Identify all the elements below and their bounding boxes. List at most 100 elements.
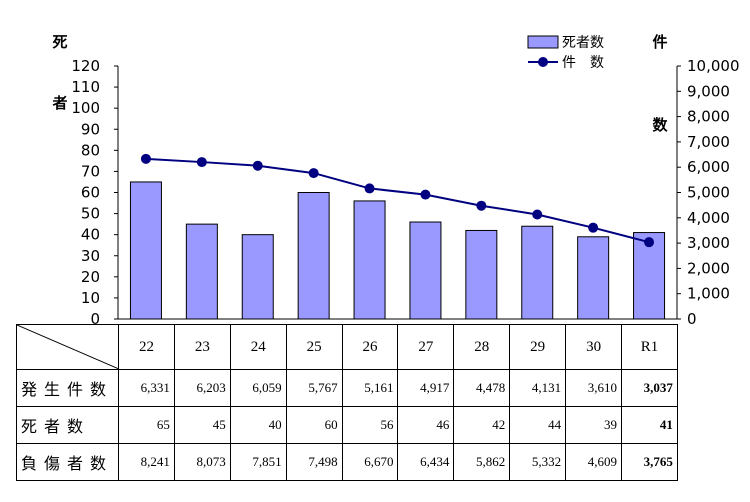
table-cell: 5,862 bbox=[453, 443, 511, 481]
bar bbox=[465, 229, 498, 320]
table-cell: 42 bbox=[453, 406, 511, 444]
left-tick-label: 10 bbox=[81, 289, 100, 307]
bar bbox=[297, 192, 330, 320]
right-tick-label: 5,000 bbox=[687, 184, 730, 202]
left-tick-label: 40 bbox=[81, 226, 100, 244]
legend-bar-label: 死者数 bbox=[562, 35, 604, 51]
chart-area: 0 10 20 30 40 50 60 70 80 90 100 110 120 0 1,000 2,000… bbox=[52, 33, 740, 325]
table-cell: 8,241 bbox=[118, 443, 175, 481]
table-cell: 65 bbox=[118, 406, 175, 444]
table-year-header: 27 bbox=[397, 324, 455, 370]
right-tick-label: 3,000 bbox=[687, 234, 730, 252]
right-tick-label: 6,000 bbox=[687, 158, 730, 176]
left-tick-label: 60 bbox=[81, 184, 100, 202]
table-year-header: 29 bbox=[509, 324, 567, 370]
table-row-label: 負傷者数 bbox=[16, 443, 119, 481]
table-cell: 46 bbox=[397, 406, 455, 444]
table-cell: 5,161 bbox=[341, 369, 399, 407]
table-cell: 41 bbox=[621, 406, 678, 444]
left-axis-ticks: 0 10 20 30 40 50 60 70 80 90 100 110 120 bbox=[71, 57, 118, 325]
bar bbox=[241, 234, 274, 320]
bar bbox=[129, 181, 162, 320]
bar bbox=[185, 223, 218, 320]
table-cell: 6,331 bbox=[118, 369, 175, 407]
table-year-header: 30 bbox=[565, 324, 623, 370]
line-point bbox=[588, 222, 599, 233]
left-tick-label: 20 bbox=[81, 268, 100, 286]
right-tick-label: 2,000 bbox=[687, 259, 730, 277]
table-row: 発生件数 6,331 6,203 6,059 5,767 5,161 4,917 4,478 4… bbox=[16, 369, 678, 407]
left-tick-label: 50 bbox=[81, 205, 100, 223]
table-cell: 7,498 bbox=[285, 443, 343, 481]
left-tick-label: 0 bbox=[90, 310, 100, 325]
table-cell: 44 bbox=[509, 406, 567, 444]
legend-line-marker bbox=[538, 57, 548, 67]
bar bbox=[577, 236, 610, 320]
right-tick-label: 0 bbox=[687, 310, 697, 325]
table-cell: 6,059 bbox=[229, 369, 287, 407]
table-cell: 39 bbox=[565, 406, 623, 444]
line-group bbox=[140, 153, 655, 248]
line-point bbox=[140, 153, 151, 164]
table-cell: 5,332 bbox=[509, 443, 567, 481]
line-point bbox=[196, 157, 207, 168]
table-cell: 4,917 bbox=[397, 369, 455, 407]
right-tick-label: 10,000 bbox=[687, 57, 740, 75]
table-year-header: 23 bbox=[173, 324, 231, 370]
left-tick-label: 100 bbox=[71, 99, 100, 117]
left-tick-label: 80 bbox=[81, 141, 100, 159]
left-tick-label: 110 bbox=[71, 78, 100, 96]
legend-bar-swatch bbox=[527, 35, 559, 49]
line-point bbox=[644, 237, 655, 248]
left-tick-label: 120 bbox=[71, 57, 100, 75]
table-year-header: 24 bbox=[229, 324, 287, 370]
table-year-header: 26 bbox=[341, 324, 399, 370]
table-row: 死者数 65 45 40 60 56 46 42 44 39 41 bbox=[16, 406, 678, 444]
table-cell: 8,073 bbox=[173, 443, 231, 481]
table-cell: 4,478 bbox=[453, 369, 511, 407]
table-year-header: 25 bbox=[285, 324, 343, 370]
table-year-header: R1 bbox=[621, 324, 678, 370]
line-point bbox=[420, 189, 431, 200]
right-tick-label: 7,000 bbox=[687, 133, 730, 151]
table-cell: 6,203 bbox=[173, 369, 231, 407]
right-axis-title-char: 件 bbox=[652, 33, 667, 51]
right-tick-label: 1,000 bbox=[687, 285, 730, 303]
table-cell: 56 bbox=[341, 406, 399, 444]
left-axis-title-char: 死 bbox=[52, 33, 67, 51]
table-cell: 45 bbox=[173, 406, 231, 444]
right-tick-label: 8,000 bbox=[687, 108, 730, 126]
left-tick-label: 90 bbox=[81, 120, 100, 138]
legend-line-label: 件 数 bbox=[562, 55, 604, 71]
right-tick-label: 9,000 bbox=[687, 82, 730, 100]
left-tick-label: 70 bbox=[81, 162, 100, 180]
line-point bbox=[532, 209, 543, 220]
series-line bbox=[145, 157, 650, 244]
bar bbox=[353, 200, 386, 320]
table-year-header: 22 bbox=[118, 324, 175, 370]
table-cell: 3,610 bbox=[565, 369, 623, 407]
table-row-label: 発生件数 bbox=[16, 369, 119, 407]
right-axis-title-char: 数 bbox=[652, 116, 668, 134]
table-cell: 3,037 bbox=[621, 369, 678, 407]
data-table: 22 23 24 25 26 27 28 29 30 R1 発生件数 6,331 6,203 6,059 5… bbox=[16, 324, 678, 481]
bar bbox=[521, 225, 554, 320]
table-year-header: 28 bbox=[453, 324, 511, 370]
table-cell: 4,131 bbox=[509, 369, 567, 407]
right-tick-label: 4,000 bbox=[687, 209, 730, 227]
table-cell: 5,767 bbox=[285, 369, 343, 407]
left-tick-label: 30 bbox=[81, 247, 100, 265]
table-cell: 40 bbox=[229, 406, 287, 444]
table-cell: 60 bbox=[285, 406, 343, 444]
line-point bbox=[476, 200, 487, 211]
table-corner bbox=[16, 324, 119, 370]
left-axis-title-char: 者 bbox=[52, 94, 67, 112]
table-cell: 7,851 bbox=[229, 443, 287, 481]
line-point bbox=[252, 160, 263, 171]
bars-group bbox=[129, 181, 666, 320]
table-cell: 4,609 bbox=[565, 443, 623, 481]
table-cell: 6,670 bbox=[341, 443, 399, 481]
bar bbox=[409, 221, 442, 320]
right-axis-ticks: 0 1,000 2,000 3,000 4,000 5,000 6,000 7,000 8,00… bbox=[677, 57, 740, 325]
